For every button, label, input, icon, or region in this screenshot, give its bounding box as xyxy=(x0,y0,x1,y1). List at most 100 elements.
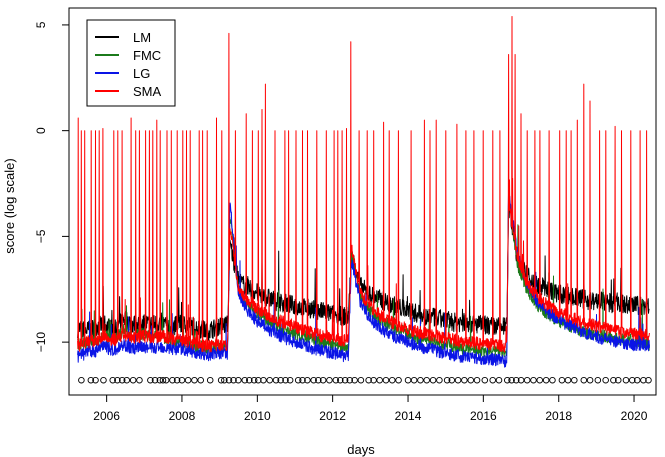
event-marker xyxy=(184,376,192,384)
event-marker xyxy=(100,376,107,384)
event-marker xyxy=(178,376,186,384)
event-marker xyxy=(169,376,176,384)
event-marker xyxy=(564,376,572,384)
x-tick-label: 2010 xyxy=(244,409,271,423)
event-marker xyxy=(282,376,289,384)
event-marker xyxy=(602,376,609,384)
event-marker xyxy=(404,376,412,384)
event-marker xyxy=(481,376,489,384)
event-marker xyxy=(337,376,344,384)
event-marker xyxy=(225,376,233,384)
event-marker xyxy=(118,376,126,384)
event-marker xyxy=(461,376,468,384)
event-marker xyxy=(326,376,333,384)
x-tick-label: 2020 xyxy=(621,409,648,423)
y-axis-title: score (log scale) xyxy=(2,158,17,253)
y-tick-label: 0 xyxy=(34,127,48,134)
event-marker xyxy=(423,376,430,384)
legend-label: FMC xyxy=(133,48,161,63)
event-marker xyxy=(645,376,652,384)
event-marker xyxy=(443,376,451,384)
event-marker xyxy=(156,376,164,384)
event-marker xyxy=(266,376,273,384)
event-marker xyxy=(436,376,443,384)
event-marker xyxy=(504,376,511,384)
legend: LM FMC LG SMA xyxy=(86,19,176,107)
event-marker xyxy=(151,376,159,384)
event-marker xyxy=(376,376,383,384)
event-marker xyxy=(530,376,537,384)
event-marker xyxy=(622,376,630,384)
series-line-lg xyxy=(77,188,650,368)
event-marker xyxy=(489,376,496,384)
x-tick-label: 2014 xyxy=(395,409,422,423)
event-marker xyxy=(512,376,520,384)
event-marker xyxy=(495,376,503,384)
event-marker xyxy=(610,376,617,384)
event-marker xyxy=(536,376,544,384)
event-marker xyxy=(594,376,602,384)
event-marker xyxy=(159,376,167,384)
event-marker xyxy=(640,376,647,384)
event-marker xyxy=(272,376,280,384)
event-marker xyxy=(221,376,228,384)
event-marker xyxy=(230,376,237,384)
event-marker xyxy=(114,376,121,384)
event-marker xyxy=(389,376,396,384)
event-marker xyxy=(315,376,322,384)
event-marker xyxy=(580,376,588,384)
y-tick-label: −10 xyxy=(34,332,48,353)
event-marker xyxy=(508,376,515,384)
event-marker xyxy=(542,376,550,384)
event-marker xyxy=(286,376,294,384)
event-marker xyxy=(241,376,249,384)
event-marker xyxy=(191,376,198,384)
event-marker xyxy=(365,376,372,384)
legend-label: SMA xyxy=(133,84,162,99)
event-marker xyxy=(417,376,424,384)
event-marker xyxy=(250,376,258,384)
x-tick-label: 2016 xyxy=(470,409,497,423)
x-tick-label: 2012 xyxy=(319,409,346,423)
event-marker xyxy=(162,376,170,384)
series-line-sma xyxy=(77,16,650,353)
event-marker xyxy=(571,376,578,384)
event-marker xyxy=(410,376,418,384)
event-marker xyxy=(586,376,594,384)
event-marker xyxy=(382,376,390,384)
event-marker xyxy=(299,376,306,384)
event-marker xyxy=(260,376,267,384)
event-marker xyxy=(558,376,566,384)
event-marker xyxy=(357,376,365,384)
event-marker xyxy=(92,376,99,384)
y-tick-label: −5 xyxy=(34,229,48,243)
event-marker xyxy=(395,376,402,384)
event-marker xyxy=(429,376,437,384)
event-marker xyxy=(217,376,225,384)
event-marker xyxy=(549,376,556,384)
event-marker xyxy=(78,376,85,384)
x-axis-title: days xyxy=(347,442,375,457)
event-marker xyxy=(614,376,622,384)
event-marker xyxy=(346,376,354,384)
event-marker xyxy=(454,376,462,384)
event-marker xyxy=(123,376,131,384)
event-marker xyxy=(629,376,636,384)
event-marker xyxy=(235,376,242,384)
event-marker xyxy=(332,376,340,384)
y-tick-label: 5 xyxy=(34,21,48,28)
event-marker xyxy=(206,376,214,384)
event-marker xyxy=(473,376,481,384)
legend-box xyxy=(86,19,176,107)
event-marker xyxy=(197,376,204,384)
event-marker xyxy=(87,376,95,384)
event-marker xyxy=(304,376,311,384)
event-marker xyxy=(294,376,302,384)
event-marker xyxy=(173,376,181,384)
event-marker xyxy=(129,376,137,384)
event-marker xyxy=(370,376,377,384)
event-marker xyxy=(136,376,143,384)
x-tick-label: 2006 xyxy=(93,409,120,423)
event-marker xyxy=(633,376,641,384)
